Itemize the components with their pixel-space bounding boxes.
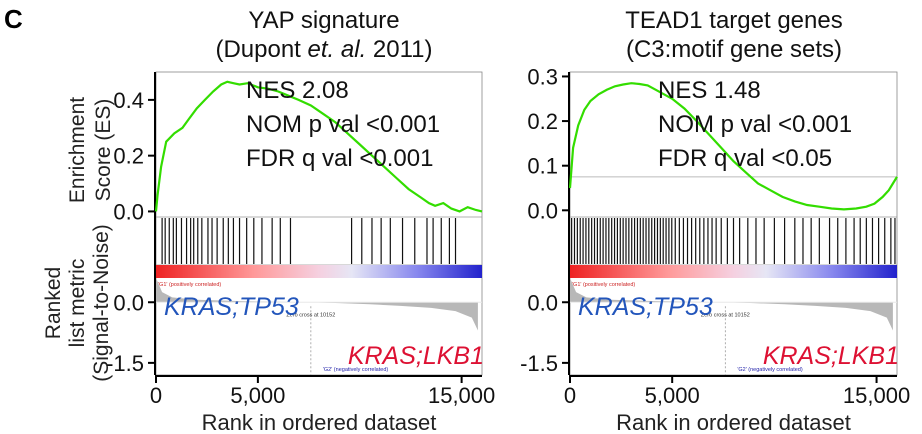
es-y-tick-label: 0.1 xyxy=(527,154,558,179)
es-y-tick-label: 0.0 xyxy=(113,199,144,224)
stats-line: FDR q val <0.05 xyxy=(658,145,832,172)
chart-title-line1: TEAD1 target genes xyxy=(625,7,842,34)
ranked-color-bar xyxy=(156,265,482,278)
x-tick-label: 5,000 xyxy=(645,383,700,408)
x-axis-title: Rank in ordered dataset xyxy=(616,410,851,434)
es-y-tick-label: 0.2 xyxy=(527,109,558,134)
x-tick-label: 0 xyxy=(150,383,162,408)
panel-yap-signature: YAP signature(Dupont et. al. 2011) 0.0 0.2… xyxy=(106,7,495,434)
es-axis-label: Enrichment Score (ES) xyxy=(66,97,115,203)
ranked-color-bar xyxy=(570,265,897,278)
metric-y-tick-label: -1.5 xyxy=(520,351,558,376)
group-low-label: KRAS;LKB1 xyxy=(348,342,484,370)
metric-y-tick-label: 0.0 xyxy=(527,290,558,315)
stats-line: NES 2.08 xyxy=(246,77,349,104)
group-high-label: KRAS;TP53 xyxy=(164,293,299,321)
es-axis-label-line2: Score (ES) xyxy=(92,99,115,202)
chart-title-line2: (Dupont et. al. 2011) xyxy=(215,36,432,63)
es-y-tick-label: 0.4 xyxy=(113,88,144,113)
stats-line: NOM p val <0.001 xyxy=(246,111,440,138)
group-low-label: KRAS;LKB1 xyxy=(763,342,899,370)
es-y-tick-label: 0.3 xyxy=(527,64,558,89)
ranked-axis-label-line2: list metric xyxy=(66,259,89,348)
stats-line: FDR q val <0.001 xyxy=(246,145,433,172)
es-y-tick-label: 0.0 xyxy=(527,198,558,223)
ranked-axis-label-line1: Ranked xyxy=(42,267,65,339)
metric-y-tick-label: -1.5 xyxy=(106,351,144,376)
title-plain-part: (Dupont xyxy=(215,36,307,63)
es-curve xyxy=(154,80,483,213)
stats-line: NOM p val <0.001 xyxy=(658,111,852,138)
title-italic-part: et. al. xyxy=(308,36,367,63)
metric-y-tick-label: 0.0 xyxy=(113,290,144,315)
chart-title-line2: (C3:motif gene sets) xyxy=(626,36,842,63)
x-tick-label: 5,000 xyxy=(230,383,285,408)
zero-cross-label: Zero cross at 10152 xyxy=(286,312,335,318)
panel-label: C xyxy=(4,4,23,34)
x-tick-label: 15,000 xyxy=(428,383,495,408)
ranked-axis-label: Ranked list metric (Signal-to-Noise) xyxy=(42,224,113,382)
title-rest-part: 2011) xyxy=(366,36,432,63)
negatively-correlated-label: 'G2' (negatively correlated) xyxy=(737,367,803,373)
group-high-label: KRAS;TP53 xyxy=(578,293,713,321)
zero-cross-label: Zero cross at 10152 xyxy=(701,312,750,318)
metric-area xyxy=(570,278,893,331)
chart-title-line1: YAP signature xyxy=(248,7,399,34)
x-tick-label: 15,000 xyxy=(843,383,910,408)
negatively-correlated-label: 'G2' (negatively correlated) xyxy=(323,367,389,373)
es-curve xyxy=(568,82,898,211)
panel-tead1-target-genes: TEAD1 target genes(C3:motif gene sets) 0.… xyxy=(520,7,910,434)
x-tick-label: 0 xyxy=(564,383,576,408)
stats-line: NES 1.48 xyxy=(658,77,761,104)
es-y-tick-label: 0.2 xyxy=(113,144,144,169)
es-axis-label-line1: Enrichment xyxy=(66,97,89,203)
positively-correlated-label: 'G1' (positively correlated) xyxy=(158,282,221,288)
x-axis-title: Rank in ordered dataset xyxy=(202,410,437,434)
positively-correlated-label: 'G1' (positively correlated) xyxy=(572,282,635,288)
metric-area xyxy=(156,278,478,331)
ranked-axis-label-line3: (Signal-to-Noise) xyxy=(90,224,113,382)
